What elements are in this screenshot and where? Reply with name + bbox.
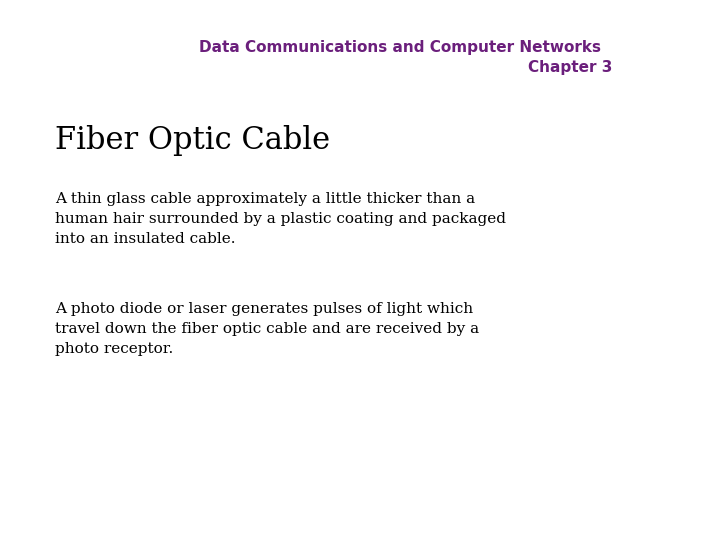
Text: Fiber Optic Cable: Fiber Optic Cable: [55, 125, 330, 156]
Text: A thin glass cable approximately a little thicker than a
human hair surrounded b: A thin glass cable approximately a littl…: [55, 192, 506, 246]
Text: A photo diode or laser generates pulses of light which
travel down the fiber opt: A photo diode or laser generates pulses …: [55, 302, 479, 356]
Text: Data Communications and Computer Networks: Data Communications and Computer Network…: [199, 40, 601, 55]
Text: Chapter 3: Chapter 3: [528, 60, 612, 75]
